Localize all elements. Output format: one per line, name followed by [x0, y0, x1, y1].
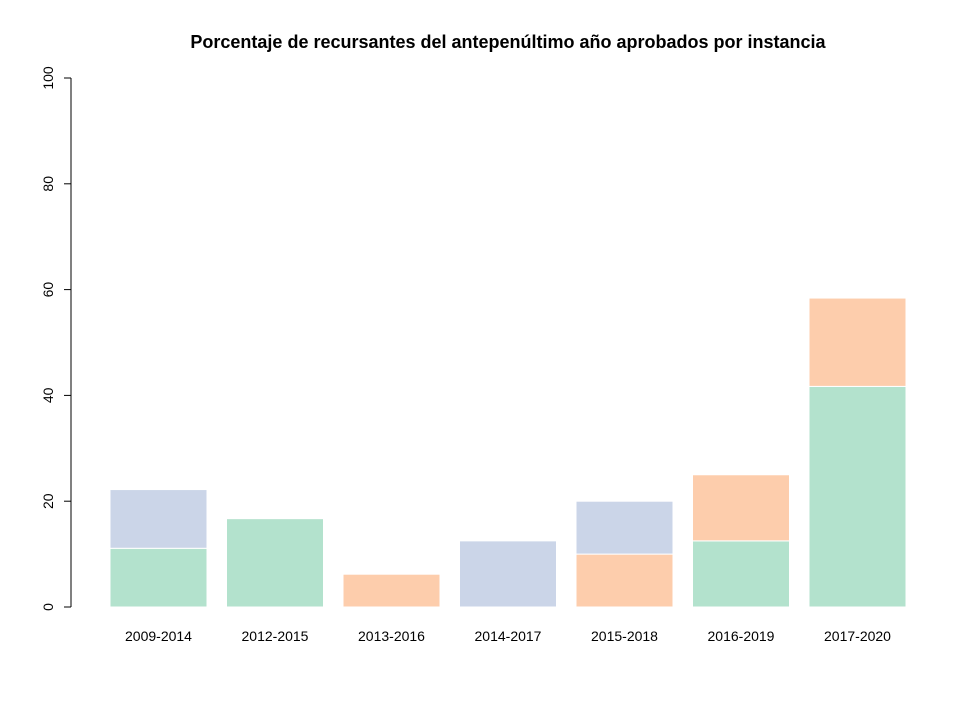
x-tick-label: 2009-2014 — [125, 628, 192, 644]
bar-2013-2016-segment-2 — [342, 573, 441, 608]
x-tick-label: 2015-2018 — [591, 628, 658, 644]
x-tick-label: 2017-2020 — [824, 628, 891, 644]
bars-group — [109, 297, 907, 608]
bar-2015-2018-segment-2 — [575, 553, 674, 608]
bar-2016-2019-segment-2 — [692, 474, 790, 542]
y-tick-label: 40 — [40, 387, 56, 403]
chart-title: Porcentaje de recursantes del antepenúlt… — [190, 32, 826, 52]
bar-2014-2017-segment-3 — [459, 540, 557, 608]
y-axis: 0 20 40 60 80 100 — [40, 66, 72, 611]
y-tick-label: 0 — [40, 603, 56, 611]
x-tick-label: 2013-2016 — [358, 628, 425, 644]
bar-2016-2019-segment-1 — [692, 540, 790, 608]
x-tick-label: 2016-2019 — [708, 628, 775, 644]
x-tick-label: 2012-2015 — [242, 628, 309, 644]
x-axis: 2009-2014 2012-2015 2013-2016 2014-2017 2015… — [125, 628, 891, 644]
bar-2012-2015-segment-1 — [226, 518, 324, 608]
bar-2017-2020-segment-2 — [808, 297, 907, 387]
x-tick-label: 2014-2017 — [475, 628, 542, 644]
bar-2009-2014-segment-1 — [109, 547, 208, 608]
bar-2015-2018-segment-3 — [575, 500, 674, 555]
y-tick-label: 60 — [40, 282, 56, 298]
bar-2009-2014-segment-3 — [109, 489, 208, 549]
y-tick-label: 80 — [40, 176, 56, 192]
y-tick-label: 20 — [40, 493, 56, 509]
y-tick-label: 100 — [40, 66, 56, 90]
bar-2017-2020-segment-1 — [808, 385, 907, 608]
